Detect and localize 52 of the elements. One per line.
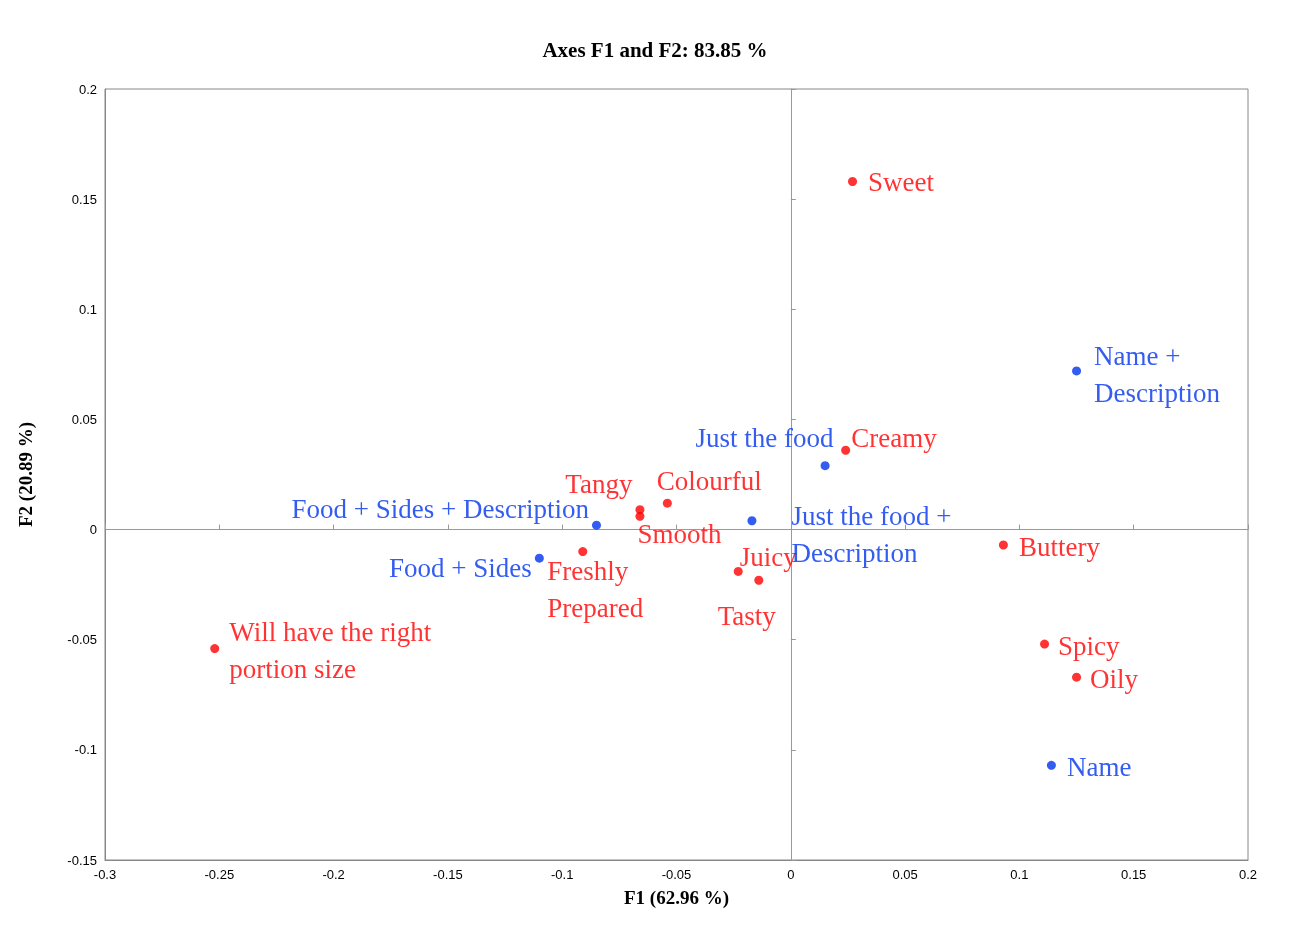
point [592,520,601,530]
point [534,553,544,563]
x-tick-label: -0.2 [322,867,345,882]
chart-title: Axes F1 and F2: 83.85 % [542,37,768,62]
data-label: Spicy [1058,631,1121,662]
x-tick-label: -0.25 [204,867,235,882]
x-tick-label: 0 [787,867,795,882]
data-label: Name + Description [1094,341,1221,409]
point [662,498,672,508]
y-tick-label: 0 [89,522,97,538]
point [578,547,588,557]
x-tick-label: 0.1 [1010,867,1029,882]
y-tick-label: 0.2 [78,81,97,97]
point [841,445,851,455]
point [820,461,830,471]
x-tick-label: -0.05 [661,867,692,882]
y-tick-label: -0.15 [67,852,97,868]
x-tick-label: 0.15 [1121,867,1147,882]
point [635,511,645,521]
data-label: Sweet [868,166,935,197]
point [1072,366,1082,376]
y-tick-label: 0.15 [71,191,97,207]
data-label: Will have the right portion size [229,617,432,685]
point [754,575,764,585]
data-label: Name [1066,752,1132,783]
x-axis-title: F1 (62.96 %) [623,887,730,909]
x-tick-label: 0.2 [1238,867,1258,882]
point [1072,672,1082,682]
point [848,177,858,187]
point [1046,760,1056,770]
data-label: Smooth [637,519,722,550]
point [210,644,220,654]
point [998,540,1008,550]
point [1040,639,1050,649]
data-label: Oily [1090,664,1139,695]
x-tick-label: 0.05 [892,867,918,882]
x-tick-label: -0.1 [551,867,574,882]
y-tick-label: 0.05 [71,411,97,427]
data-label: Tasty [717,601,777,632]
data-label: Food + Sides [389,553,532,584]
x-tick-label: -0.3 [93,867,117,882]
data-label: Creamy [851,423,938,454]
data-label: Colourful [656,466,762,497]
data-label: Just the food [695,422,835,453]
point [747,516,757,526]
data-label: Freshly Prepared [547,556,644,624]
y-tick-label: -0.1 [74,742,97,758]
y-tick-label: 0.1 [78,301,97,317]
y-tick-label: -0.05 [67,632,97,648]
x-tick-label: -0.15 [433,867,463,882]
y-axis-title: F2 (20.89 %) [15,421,37,528]
data-label: Buttery [1018,531,1101,562]
